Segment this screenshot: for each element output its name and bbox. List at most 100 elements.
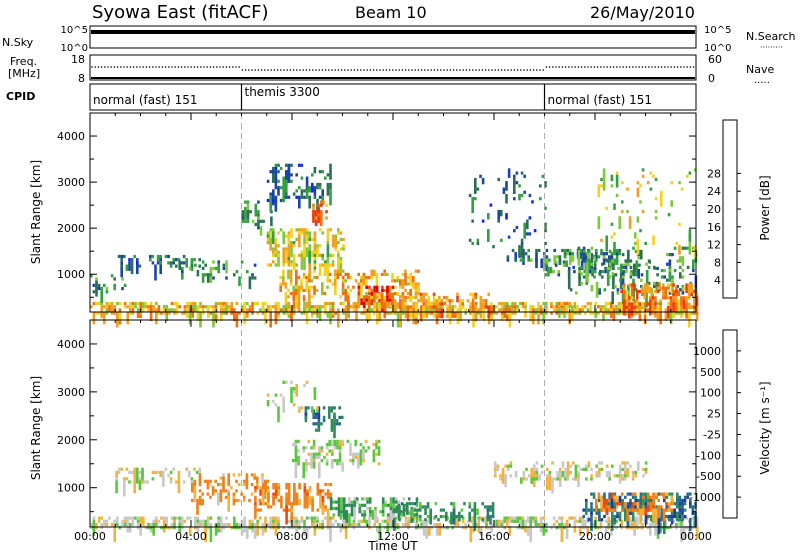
- data-cell: [494, 461, 497, 471]
- data-cell: [605, 464, 609, 468]
- data-cell: [481, 518, 484, 522]
- data-cell: [535, 467, 539, 471]
- nave-point: [232, 66, 234, 68]
- data-cell: [341, 269, 345, 273]
- data-cell: [272, 498, 275, 503]
- data-cell: [181, 516, 184, 530]
- data-cell: [133, 474, 136, 478]
- data-cell: [303, 195, 306, 199]
- data-cell: [398, 518, 401, 522]
- data-cell: [396, 292, 399, 296]
- data-cell: [300, 176, 304, 180]
- data-cell: [272, 482, 275, 490]
- data-cell: [427, 295, 431, 300]
- data-cell: [683, 495, 687, 499]
- data-cell: [162, 308, 166, 312]
- data-cell: [686, 174, 689, 178]
- data-cell: [550, 305, 553, 309]
- data-cell: [298, 519, 301, 530]
- data-cell: [461, 305, 464, 309]
- data-cell: [615, 502, 619, 506]
- nave-point: [155, 66, 157, 68]
- data-cell: [349, 452, 352, 456]
- data-cell: [588, 270, 592, 274]
- data-cell: [654, 209, 658, 214]
- y-tick-label: 2000: [57, 434, 85, 447]
- data-cell: [318, 195, 322, 199]
- data-cell: [654, 216, 658, 220]
- data-cell: [241, 210, 245, 220]
- nave-point: [360, 69, 362, 71]
- data-cell: [177, 258, 181, 262]
- data-cell: [446, 311, 449, 315]
- data-cell: [360, 519, 363, 523]
- data-cell: [383, 302, 386, 319]
- data-cell: [673, 246, 677, 250]
- data-cell: [362, 301, 366, 309]
- data-cell: [576, 311, 579, 315]
- data-cell: [358, 510, 362, 514]
- data-cell: [375, 446, 378, 450]
- data-cell: [302, 462, 305, 479]
- nsky-trace: [91, 30, 695, 34]
- data-cell: [222, 522, 226, 530]
- data-cell: [580, 260, 584, 270]
- data-cell: [142, 305, 145, 309]
- data-cell: [627, 249, 630, 266]
- data-cell: [664, 308, 668, 322]
- data-cell: [545, 308, 548, 312]
- data-cell: [391, 311, 395, 315]
- nave-point: [372, 69, 375, 71]
- data-cell: [274, 176, 278, 180]
- data-cell: [692, 259, 695, 269]
- data-cell: [607, 522, 610, 527]
- data-cell: [389, 497, 393, 501]
- data-cell: [318, 228, 322, 232]
- data-cell: [238, 311, 241, 315]
- data-cell: [264, 516, 267, 520]
- data-cell: [125, 467, 129, 471]
- data-cell: [110, 274, 114, 278]
- data-cell: [632, 246, 635, 250]
- data-cell: [613, 203, 616, 207]
- data-cell: [523, 190, 526, 194]
- data-cell: [412, 276, 415, 283]
- data-cell: [487, 213, 490, 220]
- data-cell: [159, 261, 162, 265]
- data-cell: [417, 526, 421, 530]
- data-cell: [527, 474, 531, 478]
- data-cell: [227, 522, 231, 527]
- data-cell: [600, 177, 603, 182]
- data-cell: [368, 519, 371, 523]
- data-cell: [586, 301, 590, 306]
- data-cell: [209, 526, 213, 543]
- colorbar-tick-label: -1000: [689, 491, 721, 504]
- data-cell: [375, 295, 379, 300]
- data-cell: [198, 258, 201, 262]
- data-cell: [277, 253, 280, 257]
- data-cell: [336, 439, 339, 450]
- colorbar-tick-label: 25: [707, 408, 721, 421]
- data-cell: [261, 526, 265, 530]
- data-cell: [196, 498, 199, 515]
- data-cell: [601, 275, 604, 279]
- data-cell: [110, 311, 114, 315]
- data-cell: [251, 276, 254, 280]
- data-cell: [209, 516, 213, 520]
- data-cell: [605, 474, 609, 478]
- nave-point: [596, 66, 599, 68]
- data-cell: [600, 467, 604, 471]
- data-cell: [307, 439, 311, 443]
- data-cell: [243, 498, 246, 503]
- data-cell: [128, 261, 131, 271]
- nave-point: [328, 69, 330, 71]
- data-cell: [522, 248, 525, 265]
- nave-point: [680, 66, 682, 68]
- data-cell: [542, 516, 545, 520]
- data-cell: [675, 522, 678, 527]
- data-cell: [546, 467, 549, 471]
- data-cell: [311, 522, 314, 527]
- data-cell: [325, 459, 329, 463]
- data-cell: [667, 286, 670, 290]
- data-cell: [491, 514, 495, 519]
